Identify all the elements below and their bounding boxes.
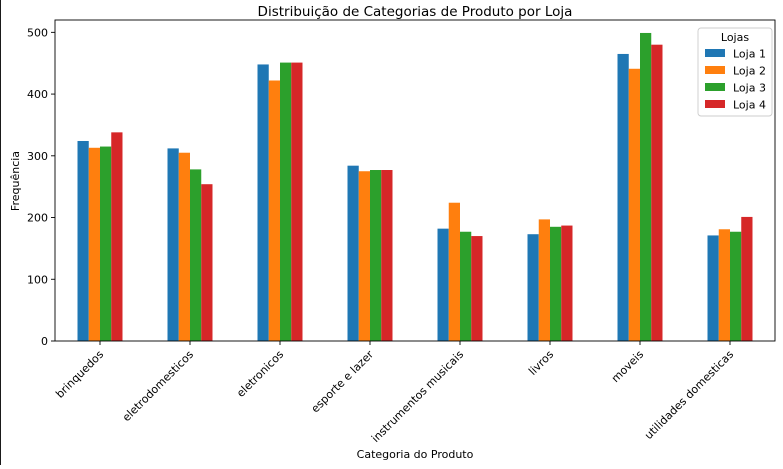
- x-axis-title: Categoria do Produto: [357, 448, 474, 461]
- legend-label-loja-2: Loja 2: [733, 65, 766, 78]
- y-axis-title: Frequência: [9, 151, 22, 211]
- x-tick-label-instrumentos-musicais: instrumentos musicais: [369, 348, 466, 445]
- bar-loja-3-utilidades-domesticas: [730, 231, 742, 341]
- legend-swatch-loja-1: [705, 49, 725, 57]
- bar-loja-4-instrumentos-musicais: [471, 236, 483, 341]
- bar-loja-1-instrumentos-musicais: [437, 228, 449, 341]
- bar-loja-2-instrumentos-musicais: [448, 202, 460, 341]
- bar-loja-2-brinquedos: [88, 147, 100, 341]
- bar-loja-3-eletrodomesticos: [190, 169, 202, 341]
- bar-loja-2-esporte-e-lazer: [358, 171, 370, 341]
- legend-title: Lojas: [721, 31, 749, 44]
- bar-loja-2-eletronicos: [268, 80, 280, 341]
- bar-loja-3-eletronicos: [280, 62, 292, 342]
- x-tick-label-eletrodomesticos: eletrodomesticos: [120, 348, 196, 424]
- bar-loja-4-eletrodomesticos: [201, 184, 213, 341]
- chart-title: Distribuição de Categorias de Produto po…: [258, 4, 573, 20]
- x-tick-label-esporte-e-lazer: esporte e lazer: [309, 348, 377, 416]
- bar-loja-2-utilidades-domesticas: [718, 229, 730, 341]
- bar-loja-4-esporte-e-lazer: [381, 170, 393, 341]
- bar-loja-1-livros: [527, 234, 539, 341]
- bar-loja-3-instrumentos-musicais: [460, 231, 472, 341]
- legend-label-loja-1: Loja 1: [733, 48, 766, 61]
- bar-loja-1-utilidades-domesticas: [707, 235, 719, 341]
- y-tick-label: 300: [27, 150, 48, 163]
- bar-loja-1-moveis: [617, 53, 629, 341]
- plot-frame: [54, 19, 776, 342]
- x-axis: brinquedos eletrodomesticos eletronicos esp…: [53, 341, 736, 445]
- bar-loja-3-livros: [550, 226, 562, 341]
- plot-area: 0 100 200 300 400 500 brinquedos eletrodomesti…: [27, 19, 776, 445]
- legend-label-loja-3: Loja 3: [733, 82, 766, 95]
- bar-loja-2-eletrodomesticos: [178, 152, 190, 341]
- x-tick-label-livros: livros: [526, 348, 556, 378]
- bar-loja-1-eletrodomesticos: [167, 148, 179, 341]
- x-tick-label-moveis: moveis: [609, 348, 646, 385]
- legend-items: Loja 1 Loja 2 Loja 3 Loja 4: [705, 48, 766, 112]
- bar-loja-1-brinquedos: [77, 140, 89, 341]
- x-tick-label-eletronicos: eletronicos: [234, 348, 286, 400]
- y-tick-label: 0: [41, 335, 48, 348]
- bar-loja-3-brinquedos: [100, 146, 112, 341]
- bar-loja-4-utilidades-domesticas: [741, 216, 753, 341]
- bar-loja-2-livros: [538, 219, 550, 341]
- bars-layer: [77, 32, 753, 342]
- y-tick-label: 500: [27, 26, 48, 39]
- legend-swatch-loja-4: [705, 100, 725, 108]
- legend-swatch-loja-3: [705, 83, 725, 91]
- legend-label-loja-4: Loja 4: [733, 99, 766, 112]
- y-tick-label: 400: [27, 88, 48, 101]
- bar-loja-3-moveis: [640, 32, 652, 342]
- bar-loja-4-eletronicos: [291, 62, 303, 342]
- legend-swatch-loja-2: [705, 66, 725, 74]
- x-tick-label-brinquedos: brinquedos: [53, 348, 106, 401]
- y-tick-label: 200: [27, 212, 48, 225]
- bar-loja-3-esporte-e-lazer: [370, 170, 382, 341]
- bar-loja-4-brinquedos: [111, 132, 123, 341]
- bar-loja-4-livros: [561, 225, 573, 341]
- bar-loja-4-moveis: [651, 44, 663, 341]
- bar-loja-1-esporte-e-lazer: [347, 165, 359, 341]
- x-tick-label-utilidades-domesticas: utilidades domesticas: [642, 348, 736, 442]
- legend: Lojas Loja 1 Loja 2 Loja 3 Loja 4: [697, 27, 773, 117]
- bar-loja-2-moveis: [628, 68, 640, 342]
- y-axis: 0 100 200 300 400 500: [27, 26, 55, 348]
- window-edge: [0, 0, 1, 465]
- bar-loja-1-eletronicos: [257, 64, 269, 341]
- y-tick-label: 100: [27, 273, 48, 286]
